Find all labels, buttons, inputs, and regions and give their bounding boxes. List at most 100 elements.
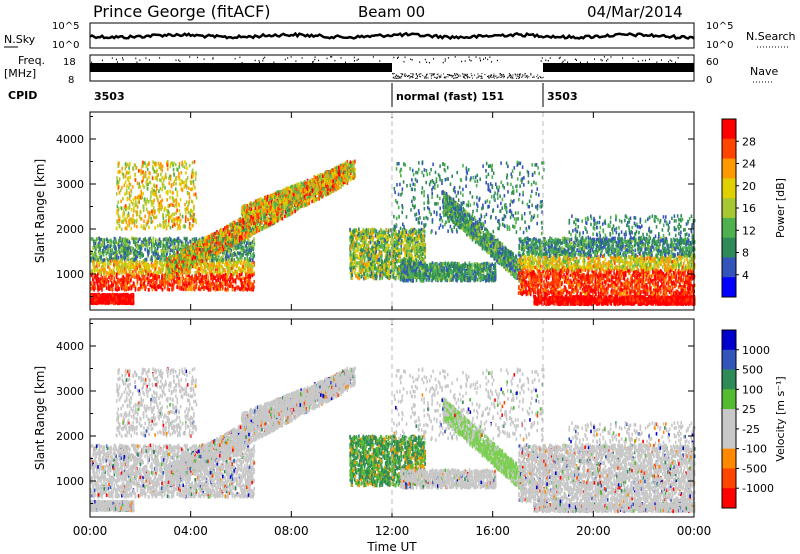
freq-tick-mark [562,62,563,64]
nave-dot [543,77,544,78]
nave-dot [435,77,436,78]
freq-tick-mark [480,60,481,62]
nave-dot [447,74,448,75]
nave-dot [468,77,469,78]
nave-dot [445,78,446,79]
freq-tick-mark [116,59,117,61]
nave-dot [439,77,440,78]
nave-dot [392,73,393,74]
nave-dot [398,78,399,79]
nave-dot [464,77,465,78]
nave-dot [494,78,495,79]
freq-tick-mark [559,58,560,60]
nave-dot [457,77,458,78]
nave-dot [474,75,475,76]
nave-dot [460,75,461,76]
nave-dot [507,78,508,79]
nave-dot [463,74,464,75]
nave-dot [424,78,425,79]
freq-tick-mark [341,57,342,59]
freq-tick-mark [576,60,577,62]
freq-tick-mark [429,62,430,64]
nave-dot [404,74,405,75]
freq-tick-mark [123,59,124,61]
freq-tick-mark [405,57,406,59]
nave-dot [516,78,517,79]
freq-tick-mark [179,61,180,63]
nave-dot [456,73,457,74]
freq-tick-mark [668,61,669,63]
freq-tick-mark [471,60,472,62]
nave-dot [448,76,449,77]
nave-dot [430,73,431,74]
nave-dot [503,77,504,78]
freq-tick-mark [587,62,588,64]
power-cell [107,300,109,304]
nave-dot [395,76,396,77]
power-cell [690,296,692,300]
power-cell [125,296,127,300]
power-cell [127,293,129,297]
freq-tick-mark [670,60,671,62]
nave-tick-top: 60 [706,57,719,68]
cpid-segment-label: 3503 [547,90,578,103]
nave-dot [467,76,468,77]
nave-dot [467,75,468,76]
freq-tick-mark [645,60,646,62]
freq-tick-mark [642,60,643,62]
nave-dot [420,76,421,77]
nave-dot [471,73,472,74]
nave-dot [540,76,541,77]
freq-tick-mark [489,56,490,58]
nsky-label: N.Sky [4,33,36,46]
nave-dot [431,76,432,77]
nave-dot [527,78,528,79]
nave-dot [481,76,482,77]
nave-dot [488,77,489,78]
nave-dot [397,76,398,77]
nave-dot [437,77,438,78]
nave-dot [515,74,516,75]
nave-dot [501,74,502,75]
nave-dot [431,78,432,79]
nave-dot [412,73,413,74]
nave-dot [436,78,437,79]
nave-dot [498,76,499,77]
nave-dot [540,77,541,78]
nave-dot [425,76,426,77]
power-cell [549,302,551,306]
nave-dot [404,76,405,77]
nave-dot [481,77,482,78]
freq-tick-mark [425,59,426,61]
nave-dot [424,77,425,78]
freq-block-1 [90,63,392,72]
nave-dot [471,75,472,76]
freq-tick-mark [264,57,265,59]
nave-dot [416,74,417,75]
nave-dot [434,77,435,78]
nave-dot [441,75,442,76]
freq-tick-mark [159,57,160,59]
freq-tick-mark [671,60,672,62]
power-cell [102,296,104,300]
date-label: 04/Mar/2014 [587,3,683,21]
freq-tick-mark [212,58,213,60]
power-cell [104,298,106,302]
nave-dot [426,78,427,79]
freq-tick-mark [345,62,346,64]
nave-dot [421,73,422,74]
nsearch-label: N.Search [746,30,796,43]
freq-tick-mark [285,59,286,61]
nave-dot [422,75,423,76]
freq-tick-mark [239,57,240,59]
nave-dot [509,76,510,77]
freq-tick-mark [255,60,256,62]
nsky-trace [90,33,694,38]
freq-tick-mark [465,60,466,62]
freq-tick-mark [575,59,576,61]
freq-tick-mark [560,57,561,59]
nave-dot [457,74,458,75]
nave-dot [394,73,395,74]
nave-dot [538,77,539,78]
nave-dot [416,73,417,74]
